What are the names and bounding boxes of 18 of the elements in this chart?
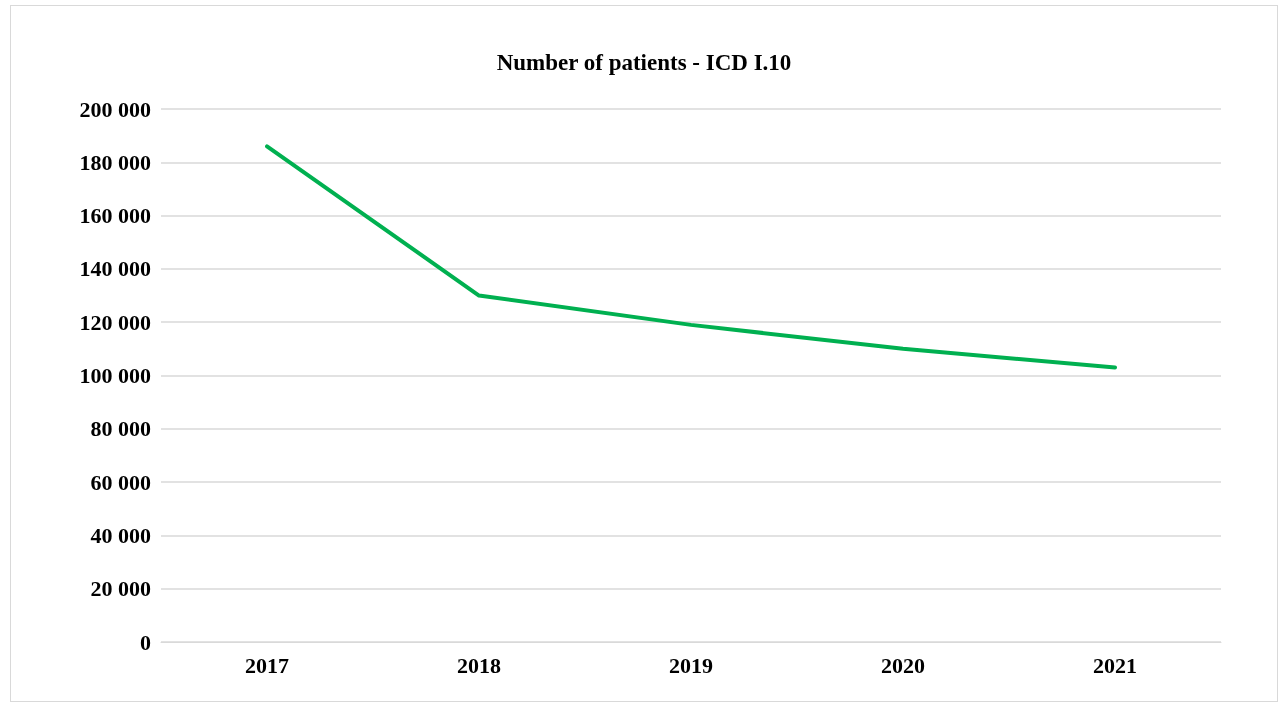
y-tick-label: 180 000 (79, 149, 151, 175)
y-tick-label: 100 000 (79, 363, 151, 388)
y-tick-label: 0 (140, 629, 151, 655)
chart-title: Number of patients - ICD I.10 (496, 50, 792, 75)
y-tick-label: 120 000 (79, 309, 151, 335)
x-tick-label: 2017 (245, 652, 289, 678)
x-tick-label: 2020 (881, 652, 925, 678)
x-tick-label: 2021 (1093, 652, 1137, 678)
y-tick-label: 80 000 (90, 416, 151, 442)
line-series (265, 144, 1117, 370)
y-tick-label: 60 000 (90, 469, 151, 495)
y-tick-label: 40 000 (90, 522, 151, 548)
x-tick-label: 2019 (669, 652, 713, 678)
y-tick-label: 160 000 (79, 203, 151, 229)
y-tick-label: 200 000 (79, 96, 151, 122)
x-tick-label: 2018 (457, 652, 501, 678)
y-tick-label: 20 000 (90, 576, 151, 602)
y-tick-label: 140 000 (79, 256, 151, 282)
